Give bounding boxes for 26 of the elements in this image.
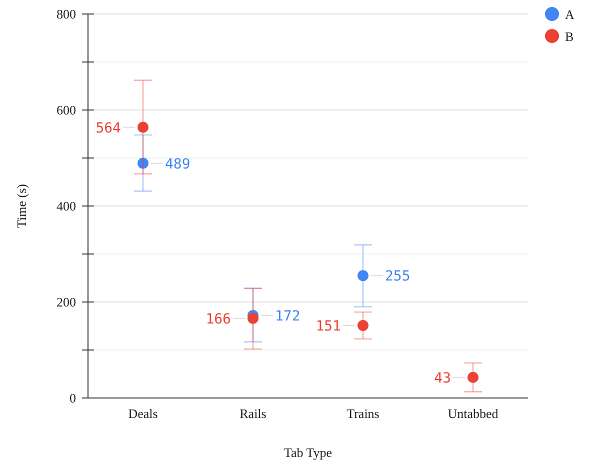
data-label: 151 bbox=[316, 318, 341, 335]
point bbox=[358, 320, 368, 332]
point bbox=[358, 270, 368, 282]
data-label: 43 bbox=[434, 370, 451, 386]
y-tick-label: 0 bbox=[70, 390, 76, 406]
point bbox=[138, 158, 148, 169]
data-label: 489 bbox=[165, 156, 190, 172]
legend-label: B bbox=[565, 29, 574, 44]
x-tick-label: Untabbed bbox=[448, 406, 499, 421]
data-label: 255 bbox=[385, 268, 410, 285]
point bbox=[248, 312, 258, 324]
point bbox=[468, 372, 478, 383]
y-tick-label: 400 bbox=[56, 198, 76, 214]
x-tick-label: Trains bbox=[346, 406, 380, 421]
y-axis-title: Time (s) bbox=[14, 184, 29, 228]
y-tick-label: 600 bbox=[56, 102, 76, 118]
y-tick-label: 200 bbox=[56, 294, 76, 310]
x-axis-title: Tab Type bbox=[284, 445, 332, 460]
y-tick-label: 800 bbox=[56, 6, 76, 22]
data-label: 166 bbox=[206, 311, 231, 328]
data-label: 564 bbox=[96, 120, 121, 136]
data-label: 172 bbox=[275, 308, 300, 324]
x-tick-label: Deals bbox=[128, 406, 158, 421]
point bbox=[138, 122, 148, 133]
legend-label: A bbox=[565, 7, 575, 22]
x-tick-label: Rails bbox=[240, 406, 266, 421]
